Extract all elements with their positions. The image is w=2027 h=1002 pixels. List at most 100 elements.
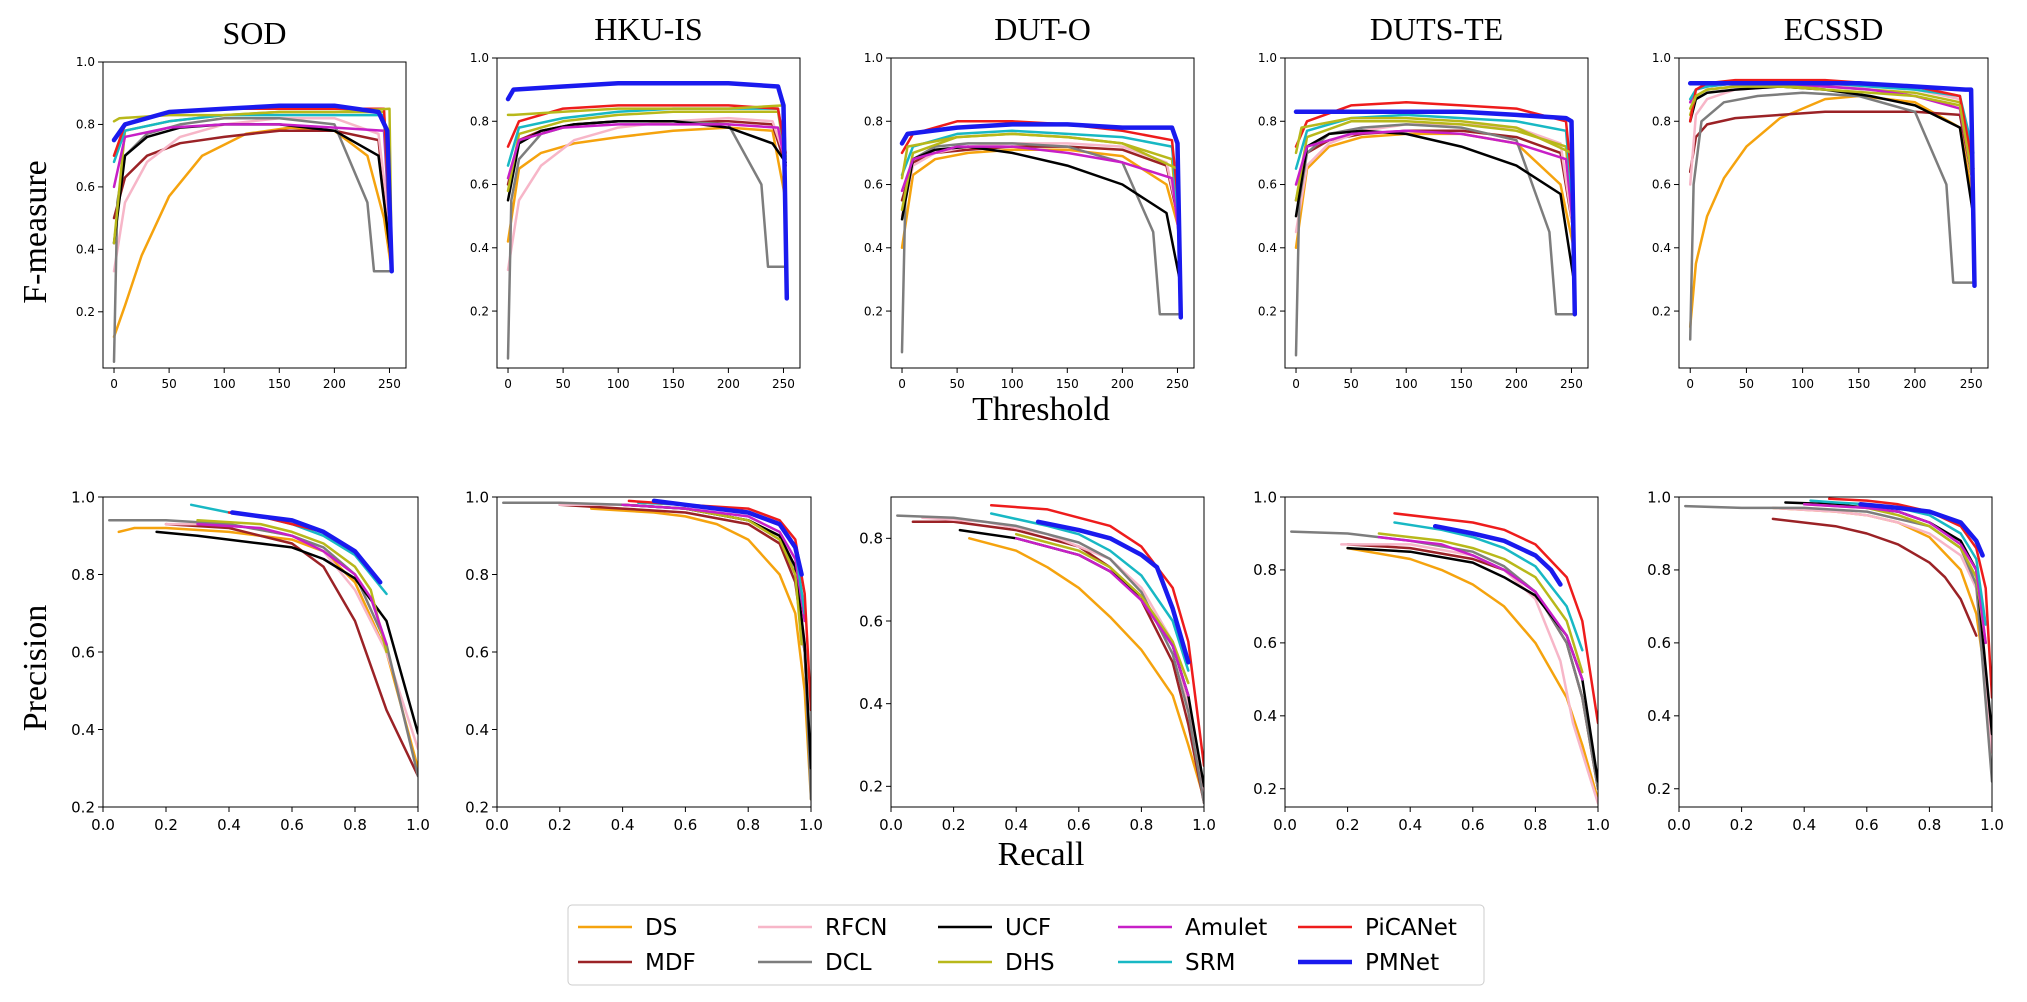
series-line-amulet (900, 145, 1181, 243)
x-tick-label: 0.6 (1067, 816, 1091, 834)
series-line-ds (900, 148, 1181, 250)
x-tick-label: 0.8 (736, 816, 760, 834)
y-tick-label: 0.4 (76, 243, 95, 257)
x-tick-label: 100 (1395, 377, 1418, 391)
series-line-picanet (989, 504, 1204, 767)
x-tick-label: 0.6 (673, 816, 697, 834)
x-tick-label: 0.6 (1855, 816, 1879, 834)
series-group (899, 120, 1184, 354)
series-line-picanet (1688, 78, 1975, 170)
x-tick-label: 150 (1056, 377, 1079, 391)
series-group (1290, 512, 1598, 805)
plot-frame (1678, 496, 1993, 808)
series-line-ds (589, 507, 811, 801)
x-tick-label: 0.4 (1792, 816, 1816, 834)
x-tick-label: 150 (1847, 377, 1870, 391)
series-line-pmnet (505, 81, 790, 301)
series-line-ds (1346, 546, 1598, 801)
x-tick-label: 0.4 (217, 816, 241, 834)
series-line-dhs (621, 503, 803, 646)
y-tick-label: 0.8 (76, 118, 95, 132)
y-tick-label: 1.0 (1253, 488, 1277, 506)
y-tick-label: 1.0 (470, 51, 489, 65)
series-line-dcl (1688, 91, 1975, 341)
legend-label-srm: SRM (1185, 950, 1235, 976)
y-tick-label: 1.0 (76, 55, 95, 69)
series-line-srm (989, 512, 1190, 672)
plot-frame (496, 496, 812, 808)
series-line-dhs2 (112, 107, 393, 267)
x-tick-label: 0.0 (1667, 816, 1691, 834)
y-tick-label: 0.6 (1647, 634, 1671, 652)
x-tick-label: 0 (898, 377, 906, 391)
series-line-pmnet (1035, 519, 1191, 665)
x-tick-label: 0.0 (879, 816, 903, 834)
y-tick-label: 1.0 (864, 51, 883, 65)
y-tick-label: 0.8 (864, 114, 883, 128)
series-line-amulet (1377, 535, 1584, 681)
chart-title: SOD (222, 15, 286, 51)
x-tick-label: 0 (110, 377, 118, 391)
series-line-amulet (196, 522, 388, 646)
series-line-amulet (1802, 503, 1987, 645)
x-tick-label: 100 (1791, 377, 1814, 391)
x-tick-label: 0.2 (548, 816, 572, 834)
y-tick-label: 0.6 (859, 612, 883, 630)
y-tick-label: 0.8 (1647, 561, 1671, 579)
x-tick-label: 0.0 (91, 816, 115, 834)
chart-panel-9: 0.0 0.2 0.4 0.6 0.8 1.0 0.2 0.4 0.6 0.8 1.0 (1647, 488, 2004, 834)
plot-frame (102, 61, 407, 369)
series-line-pmnet (1293, 109, 1578, 317)
series-line-amulet (1294, 129, 1575, 234)
y-tick-label: 1.0 (1652, 51, 1671, 65)
x-tick-label: 0.8 (1917, 816, 1941, 834)
x-tick-label: 0.8 (1523, 816, 1547, 834)
series-line-mdf (558, 503, 811, 789)
x-tick-label: 100 (1001, 377, 1024, 391)
plot-frame (496, 57, 801, 369)
x-tick-label: 0.2 (942, 816, 966, 834)
series-line-dcl (506, 120, 787, 360)
series-line-ucf (1294, 129, 1575, 281)
series-line-dhs2 (506, 104, 787, 161)
legend-box (567, 904, 1485, 986)
y-tick-label: 0.8 (859, 530, 883, 548)
series-line-amulet (1014, 537, 1190, 697)
series-line-srm (1393, 521, 1584, 652)
y-tick-label: 0.2 (864, 304, 883, 318)
x-tick-label: 0 (1292, 377, 1300, 391)
series-line-picanet (506, 104, 787, 155)
x-tick-label: 0.6 (280, 816, 304, 834)
y-tick-label: 0.4 (1652, 241, 1671, 255)
series-line-mdf (911, 520, 1204, 805)
series-group (505, 81, 790, 360)
y-tick-label: 0.6 (71, 643, 95, 661)
series-line-ds (1294, 132, 1575, 250)
chart-panel-5: 0.0 0.2 0.4 0.6 0.8 1.00.20.40.60.81.0 (71, 488, 430, 834)
series-line-pmnet (1858, 502, 1985, 558)
y-tick-label: 0.8 (71, 566, 95, 584)
chart-panel-0: SOD 0 50 100 150 200 250 0.2 0.4 0.6 0.8 1.0 (76, 15, 407, 391)
x-tick-label: 1.0 (1586, 816, 1610, 834)
series-line-pmnet (229, 510, 383, 585)
x-tick-label: 50 (555, 377, 570, 391)
y-tick-label: 0.8 (1258, 114, 1277, 128)
series-line-dcl (1684, 504, 1992, 783)
series-line-picanet (1393, 512, 1598, 725)
series-line-pmnet (111, 103, 394, 274)
y-tick-label: 0.6 (1253, 634, 1277, 652)
x-tick-label: 1.0 (406, 816, 430, 834)
chart-panel-1: HKU-IS 0 50 100 150 200 250 0.2 0.4 0.6 0.8 1.0 (470, 11, 801, 391)
chart-panel-4: ECSSD 0 50 100 150 200 250 0.2 0.4 0.6 0.8 1.0 (1652, 11, 1989, 391)
y-tick-label: 0.2 (465, 798, 489, 816)
plot-frame (890, 496, 1205, 808)
x-tick-label: 1.0 (799, 816, 823, 834)
legend-label-dcl: DCL (825, 950, 872, 976)
legend-label-rfcn: RFCN (825, 915, 887, 941)
x-tick-label: 0.4 (1398, 816, 1422, 834)
y-tick-label: 0.8 (470, 114, 489, 128)
series-line-dcl (502, 501, 811, 801)
x-tick-label: 0 (1686, 377, 1694, 391)
chart-panel-6: 0.0 0.2 0.4 0.6 0.8 1.00.20.40.60.81.0 (465, 488, 823, 834)
y-tick-label: 0.4 (470, 241, 489, 255)
